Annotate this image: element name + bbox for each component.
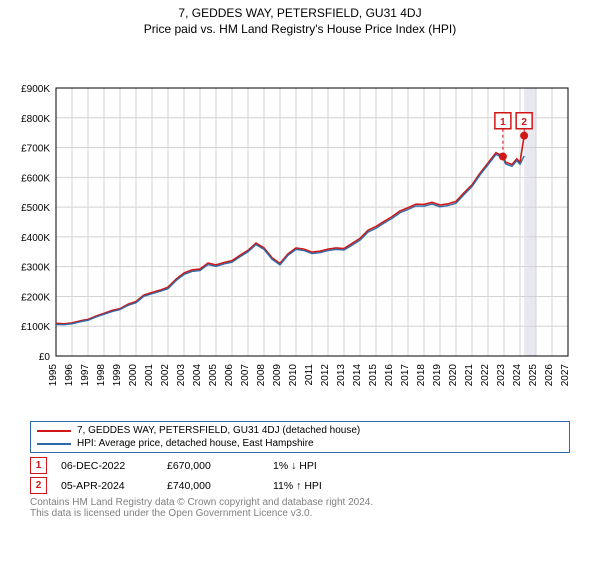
legend: 7, GEDDES WAY, PETERSFIELD, GU31 4DJ (de… <box>30 421 570 453</box>
xtick-label: 2011 <box>304 364 315 386</box>
xtick-label: 2016 <box>384 364 395 387</box>
xtick-label: 2024 <box>512 364 523 387</box>
ytick-label: £0 <box>39 352 51 363</box>
xtick-label: 2019 <box>432 364 443 387</box>
footnote-line1: Contains HM Land Registry data © Crown c… <box>30 497 570 508</box>
legend-swatch <box>37 430 71 432</box>
xtick-label: 2018 <box>416 364 427 387</box>
legend-item: HPI: Average price, detached house, East… <box>37 438 563 449</box>
points-table: 1 06-DEC-2022 £670,000 1% ↓ HPI 2 05-APR-2024… <box>30 457 570 494</box>
svg-text:2: 2 <box>521 117 527 128</box>
xtick-label: 2017 <box>400 364 411 387</box>
point-date: 05-APR-2024 <box>61 480 153 492</box>
xtick-label: 2003 <box>176 364 187 387</box>
ytick-label: £700K <box>21 144 50 155</box>
point-change: 11% ↑ HPI <box>273 480 365 492</box>
point-price: £740,000 <box>167 480 259 492</box>
xtick-label: 1998 <box>96 364 107 387</box>
xtick-label: 2026 <box>544 364 555 387</box>
series-price_paid <box>56 136 524 324</box>
ytick-label: £500K <box>21 203 50 214</box>
xtick-label: 2020 <box>448 364 459 387</box>
point-price: £670,000 <box>167 460 259 472</box>
xtick-label: 1999 <box>112 364 123 387</box>
ytick-label: £900K <box>21 84 50 95</box>
xtick-label: 2022 <box>480 364 491 387</box>
ytick-label: £600K <box>21 173 50 184</box>
xtick-label: 2027 <box>560 364 571 387</box>
xtick-label: 2005 <box>208 364 219 387</box>
xtick-label: 2012 <box>320 364 331 387</box>
ytick-label: £800K <box>21 114 50 125</box>
chart-svg: £0 £100K £200K £300K £400K £500K £600K £700K £80… <box>0 40 600 410</box>
transaction-dot <box>499 152 507 160</box>
transaction-dot <box>520 132 528 140</box>
page-subtitle: Price paid vs. HM Land Registry's House … <box>0 22 600 36</box>
xtick-label: 2001 <box>144 364 155 387</box>
ytick-label: £400K <box>21 233 50 244</box>
xtick-label: 2010 <box>288 364 299 387</box>
series-hpi <box>56 154 524 324</box>
chart: £0 £100K £200K £300K £400K £500K £600K £700K £80… <box>0 40 600 415</box>
xtick-label: 2021 <box>464 364 475 387</box>
xtick-label: 1997 <box>80 364 91 387</box>
point-date: 06-DEC-2022 <box>61 460 153 472</box>
legend-label: HPI: Average price, detached house, East… <box>77 438 314 449</box>
page-title: 7, GEDDES WAY, PETERSFIELD, GU31 4DJ <box>0 6 600 20</box>
svg-text:1: 1 <box>500 117 506 128</box>
point-row: 1 06-DEC-2022 £670,000 1% ↓ HPI <box>30 457 570 474</box>
xtick-label: 2014 <box>352 364 363 387</box>
xtick-label: 1995 <box>48 364 59 387</box>
xtick-label: 2015 <box>368 364 379 387</box>
xtick-label: 2000 <box>128 364 139 387</box>
legend-item: 7, GEDDES WAY, PETERSFIELD, GU31 4DJ (de… <box>37 425 563 436</box>
legend-swatch <box>37 443 71 445</box>
xtick-label: 2002 <box>160 364 171 387</box>
xtick-label: 2023 <box>496 364 507 387</box>
legend-label: 7, GEDDES WAY, PETERSFIELD, GU31 4DJ (de… <box>77 425 360 436</box>
point-row: 2 05-APR-2024 £740,000 11% ↑ HPI <box>30 477 570 494</box>
xtick-label: 2007 <box>240 364 251 387</box>
point-badge: 1 <box>30 457 47 474</box>
ytick-label: £100K <box>21 322 50 333</box>
ytick-label: £200K <box>21 292 50 303</box>
xtick-label: 2009 <box>272 364 283 387</box>
xtick-label: 2008 <box>256 364 267 387</box>
ytick-label: £300K <box>21 263 50 274</box>
xtick-label: 1996 <box>64 364 75 387</box>
footnote: Contains HM Land Registry data © Crown c… <box>30 497 570 519</box>
footnote-line2: This data is licensed under the Open Gov… <box>30 508 570 519</box>
xtick-label: 2006 <box>224 364 235 387</box>
xtick-label: 2013 <box>336 364 347 387</box>
point-badge: 2 <box>30 477 47 494</box>
xtick-label: 2004 <box>192 364 203 387</box>
point-change: 1% ↓ HPI <box>273 460 365 472</box>
xtick-label: 2025 <box>528 364 539 387</box>
